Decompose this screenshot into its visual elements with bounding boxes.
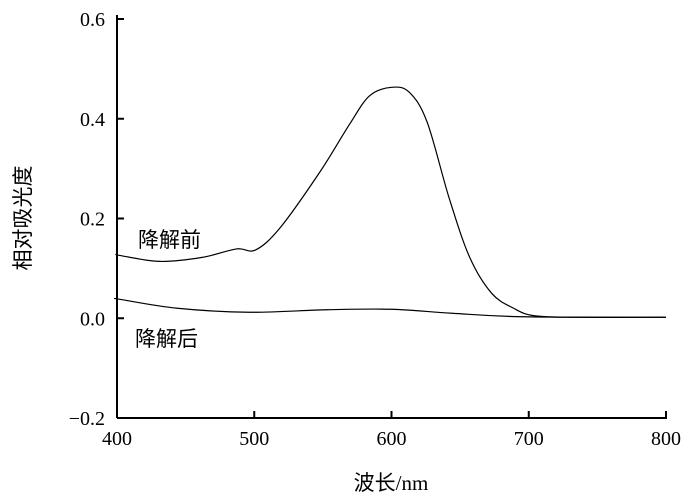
y-axis-title: 相对吸光度 bbox=[11, 166, 35, 271]
x-tick-label: 400 bbox=[102, 428, 132, 450]
y-tick-label: 0.0 bbox=[80, 308, 105, 330]
annotation-before: 降解前 bbox=[138, 228, 201, 252]
x-tick-label: 500 bbox=[239, 428, 269, 450]
x-tick-label: 700 bbox=[514, 428, 544, 450]
y-tick-label: 0.4 bbox=[80, 109, 105, 131]
x-axis-title: 波长/nm bbox=[354, 471, 429, 495]
y-tick-label: −0.2 bbox=[69, 408, 105, 430]
x-tick-label: 600 bbox=[377, 428, 407, 450]
series-group bbox=[113, 86, 667, 318]
x-tick-label: 800 bbox=[651, 428, 681, 450]
y-tick-label: 0.2 bbox=[80, 209, 105, 231]
series-line-after-degradation bbox=[113, 297, 667, 318]
series-line-before-degradation bbox=[115, 86, 667, 318]
axes: 400 500 600 700 800 −0.2 0.0 0.2 0.4 0.6 bbox=[69, 9, 681, 450]
y-tick-label: 0.6 bbox=[80, 9, 105, 31]
annotation-after: 降解后 bbox=[135, 327, 198, 351]
